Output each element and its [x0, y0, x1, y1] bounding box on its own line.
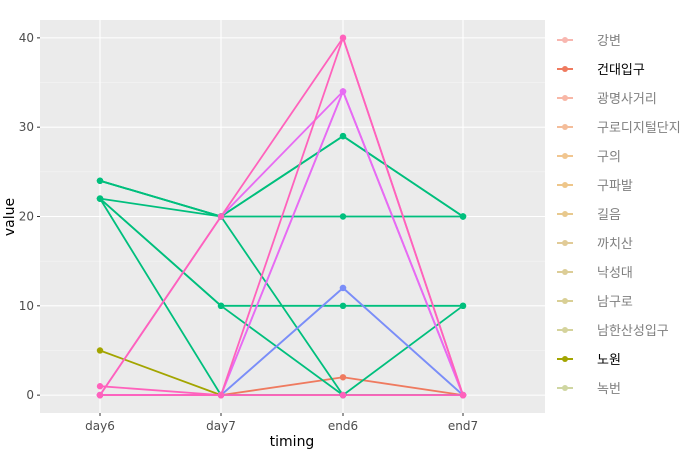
legend-item: 건대입구: [557, 63, 645, 78]
legend-key-point: [562, 298, 568, 304]
legend-item: 구의: [557, 150, 621, 165]
x-axis-ticks: day6 day7 end6 end7: [85, 413, 478, 433]
legend-item: 강변: [557, 34, 621, 49]
data-point: [96, 177, 104, 184]
x-axis-title: timing: [270, 434, 315, 450]
series-line: [99, 197, 464, 397]
legend-item: 남구로: [557, 295, 633, 310]
data-point: [339, 88, 347, 95]
data-point: [339, 213, 347, 220]
legend-label: 건대입구: [597, 63, 645, 78]
legend-key-point: [562, 356, 568, 362]
legend-item: 노원: [557, 353, 621, 368]
legend-label: 광명사거리: [597, 92, 657, 107]
data-point: [339, 34, 347, 42]
y-tick-label: 0: [26, 388, 34, 402]
y-axis-ticks: 0 10 20 30 40: [19, 31, 40, 402]
data-point: [339, 284, 347, 292]
data-point: [96, 383, 104, 390]
data-point: [459, 302, 467, 310]
legend-item: 낙성대: [557, 266, 633, 281]
data-point: [339, 302, 347, 310]
y-tick-label: 40: [19, 31, 34, 45]
legend-key-point: [562, 182, 568, 188]
data-point: [217, 213, 225, 220]
legend-item: 까치산: [557, 237, 633, 252]
legend-label: 강변: [597, 34, 621, 49]
legend-key-point: [562, 385, 568, 391]
legend: 강변건대입구광명사거리구로디지털단지구의구파발길음까치산낙성대남구로남한산성입구…: [557, 34, 681, 397]
y-axis-title: value: [2, 198, 18, 236]
legend-key-point: [562, 211, 568, 217]
data-points: [96, 34, 467, 399]
legend-label: 까치산: [597, 237, 633, 252]
data-point: [339, 132, 347, 140]
legend-item: 구로디지털단지: [557, 121, 681, 136]
legend-item: 광명사거리: [557, 92, 657, 107]
data-point: [96, 347, 104, 354]
data-point: [339, 374, 347, 381]
data-point: [459, 391, 467, 399]
legend-key-point: [562, 37, 568, 43]
legend-key-point: [562, 240, 568, 246]
data-point: [459, 213, 467, 220]
y-tick-label: 20: [19, 210, 34, 224]
legend-key-point: [562, 124, 568, 130]
x-tick-label: day6: [85, 419, 115, 433]
legend-key-point: [562, 269, 568, 275]
legend-label: 구파발: [597, 179, 633, 194]
legend-label: 남한산성입구: [597, 324, 669, 339]
legend-label: 남구로: [597, 295, 633, 310]
legend-key-point: [562, 153, 568, 159]
data-point: [339, 391, 347, 399]
legend-label: 구로디지털단지: [597, 121, 681, 136]
series-line: [99, 135, 464, 218]
legend-item: 구파발: [557, 179, 633, 194]
legend-key-point: [562, 95, 568, 101]
legend-item: 남한산성입구: [557, 324, 669, 339]
x-tick-label: end7: [448, 419, 478, 433]
y-tick-label: 10: [19, 299, 34, 313]
y-tick-label: 30: [19, 120, 34, 134]
legend-label: 노원: [597, 353, 621, 368]
legend-key-point: [562, 66, 568, 72]
legend-key-point: [562, 327, 568, 333]
data-point: [96, 195, 104, 202]
x-tick-label: end6: [328, 419, 358, 433]
legend-label: 구의: [597, 150, 621, 165]
legend-label: 길음: [597, 208, 621, 223]
data-point: [217, 302, 225, 310]
data-point: [96, 391, 104, 399]
legend-label: 녹번: [597, 382, 621, 397]
x-tick-label: day7: [206, 419, 236, 433]
legend-label: 낙성대: [597, 266, 633, 281]
series-lines: [99, 36, 464, 397]
legend-item: 길음: [557, 208, 621, 223]
data-point: [217, 391, 225, 399]
legend-item: 녹번: [557, 382, 621, 397]
